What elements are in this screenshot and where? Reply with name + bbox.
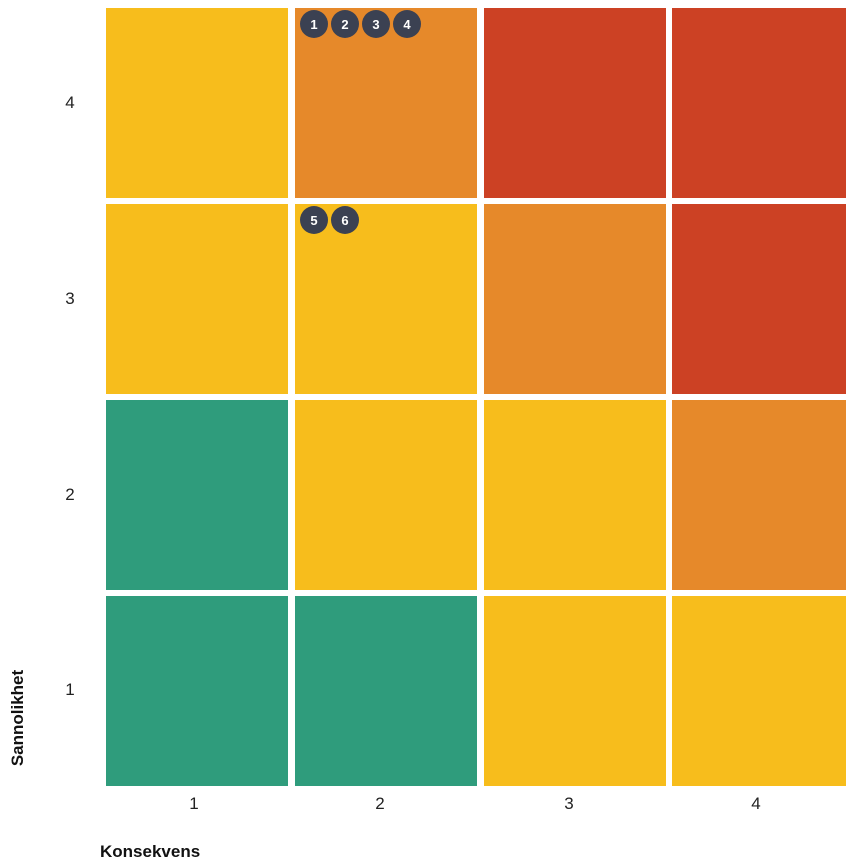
cell-k1-s2 (106, 400, 288, 590)
risk-marker-3: 3 (362, 10, 390, 38)
y-tick-4: 4 (65, 93, 75, 112)
cell-k1-s1 (106, 596, 288, 786)
x-tick-3: 3 (564, 794, 574, 813)
risk-marker-circle (300, 206, 328, 234)
matrix-cells (106, 8, 846, 786)
cell-k2-s2 (295, 400, 477, 590)
risk-marker-circle (362, 10, 390, 38)
risk-marker-5: 5 (300, 206, 328, 234)
cell-k3-s2 (484, 400, 666, 590)
risk-marker-circle (331, 10, 359, 38)
y-tick-2: 2 (65, 485, 75, 504)
cell-k4-s2 (672, 400, 846, 590)
x-tick-4: 4 (751, 794, 761, 813)
cell-k2-s1 (295, 596, 477, 786)
risk-marker-label: 5 (310, 213, 317, 228)
risk-marker-label: 2 (341, 17, 348, 32)
risk-marker-6: 6 (331, 206, 359, 234)
cell-k3-s3 (484, 204, 666, 394)
y-tick-1: 1 (65, 680, 75, 699)
risk-marker-1: 1 (300, 10, 328, 38)
risk-marker-circle (300, 10, 328, 38)
cell-k3-s4 (484, 8, 666, 198)
risk-marker-label: 3 (372, 17, 379, 32)
cell-k4-s3 (672, 204, 846, 394)
cell-k4-s1 (672, 596, 846, 786)
y-tick-3: 3 (65, 289, 75, 308)
risk-marker-label: 1 (310, 17, 317, 32)
y-axis-label: Sannolikhet (8, 669, 27, 767)
risk-marker-2: 2 (331, 10, 359, 38)
risk-marker-circle (331, 206, 359, 234)
risk-marker-label: 4 (403, 17, 411, 32)
cell-k2-s4 (295, 8, 477, 198)
x-axis-label: Konsekvens (100, 842, 201, 861)
risk-markers: 1 2 3 4 5 6 (300, 10, 421, 234)
risk-marker-4: 4 (393, 10, 421, 38)
x-tick-2: 2 (375, 794, 385, 813)
cell-k2-s3 (295, 204, 477, 394)
cell-k1-s3 (106, 204, 288, 394)
cell-k3-s1 (484, 596, 666, 786)
cell-k1-s4 (106, 8, 288, 198)
cell-k4-s4 (672, 8, 846, 198)
x-tick-1: 1 (189, 794, 199, 813)
risk-marker-label: 6 (341, 213, 348, 228)
risk-marker-circle (393, 10, 421, 38)
